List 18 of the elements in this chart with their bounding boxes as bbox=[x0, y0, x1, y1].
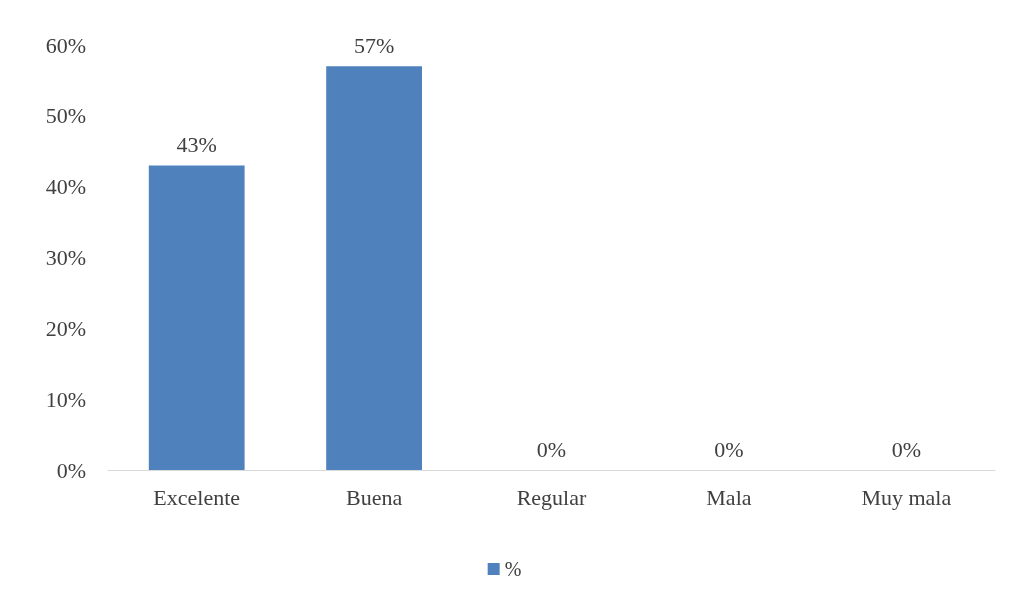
y-tick-label: 20% bbox=[45, 315, 86, 341]
x-tick-label: Muy mala bbox=[861, 484, 952, 510]
x-tick-label: Excelente bbox=[153, 484, 241, 510]
y-tick-label: 0% bbox=[56, 457, 86, 483]
y-tick-label: 30% bbox=[45, 245, 86, 270]
data-label: 43% bbox=[176, 131, 217, 157]
data-label: 0% bbox=[891, 436, 921, 462]
data-label: 57% bbox=[353, 32, 395, 58]
x-tick-label: Buena bbox=[346, 484, 403, 510]
legend-label: % bbox=[504, 558, 522, 580]
data-label: 0% bbox=[536, 436, 567, 462]
x-tick-label: Mala bbox=[706, 484, 752, 510]
data-label: 0% bbox=[714, 436, 744, 462]
y-tick-label: 60% bbox=[45, 32, 86, 58]
x-tick-label: Regular bbox=[516, 484, 587, 510]
y-tick-label: 50% bbox=[45, 103, 86, 129]
y-tick-label: 40% bbox=[45, 174, 86, 200]
y-tick-label: 10% bbox=[45, 386, 86, 412]
